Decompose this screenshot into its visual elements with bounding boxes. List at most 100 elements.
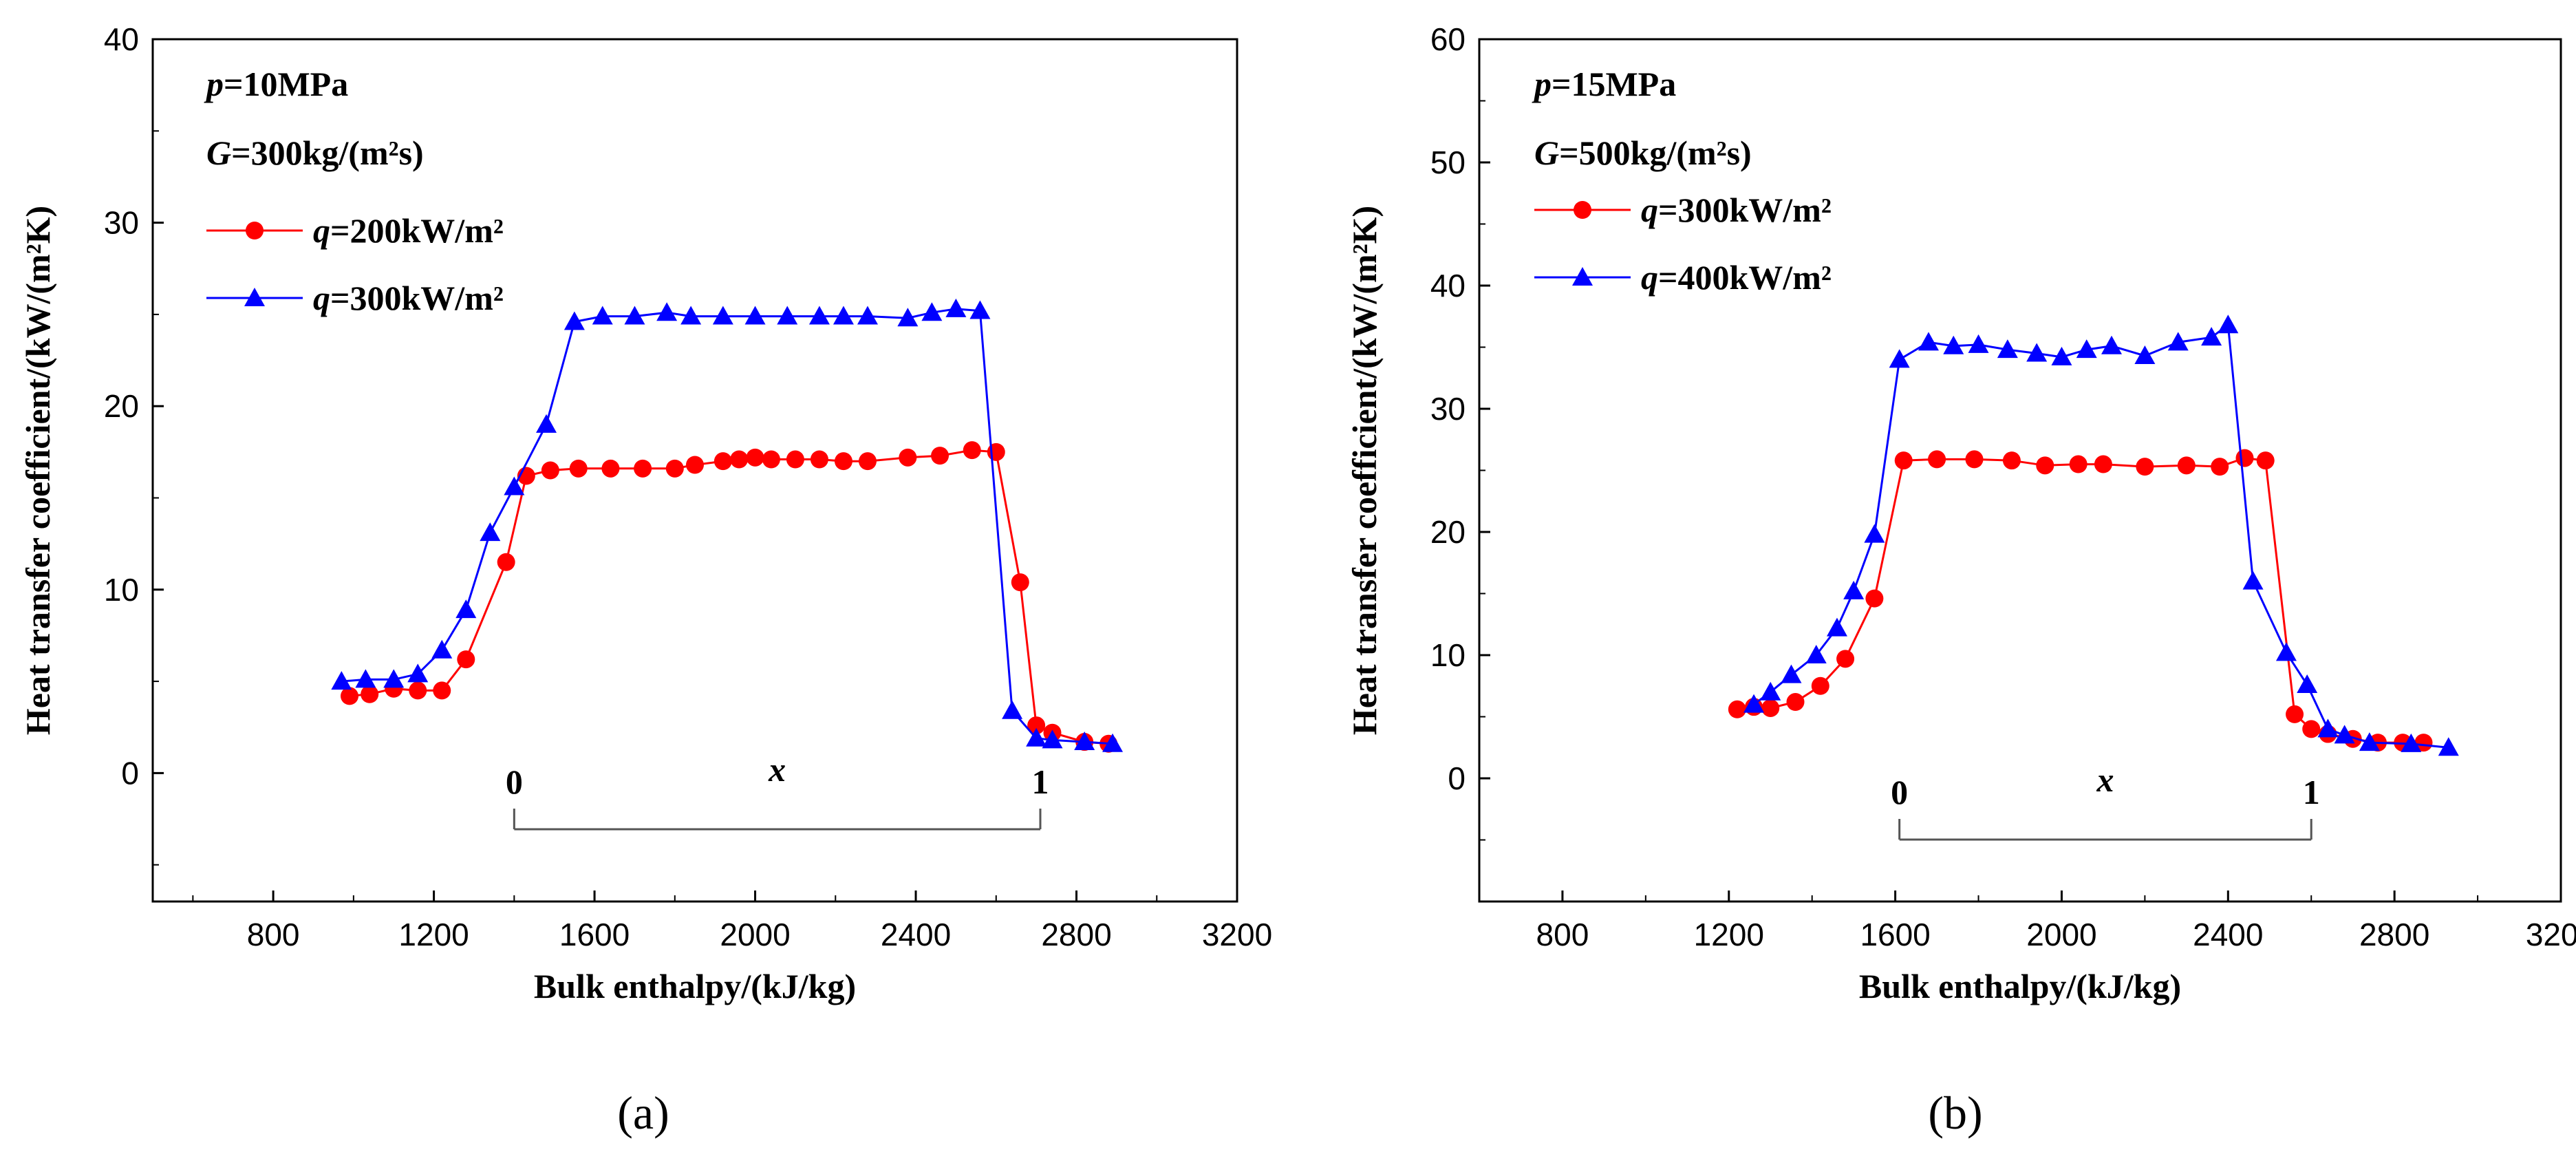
x-tick-label: 2800 xyxy=(2359,917,2429,952)
legend-marker-circle xyxy=(246,222,264,239)
x-tick-label: 1600 xyxy=(1860,917,1930,952)
data-point-triangle xyxy=(2334,725,2355,744)
x-tick-label: 2400 xyxy=(881,917,951,952)
y-tick-label: 10 xyxy=(1430,637,1466,673)
y-tick-label: 20 xyxy=(1430,514,1466,550)
x-tick-label: 3200 xyxy=(1202,917,1272,952)
data-point-circle xyxy=(2136,458,2154,476)
x-tick-label: 2000 xyxy=(720,917,790,952)
data-point-circle xyxy=(361,685,379,703)
x-tick-label: 800 xyxy=(247,917,300,952)
data-point-triangle xyxy=(455,599,477,619)
x-tick-label: 2000 xyxy=(2026,917,2096,952)
data-point-circle xyxy=(1761,698,1780,717)
data-point-circle xyxy=(746,448,764,467)
x-axis-label-a: Bulk enthalpy/(kJ/kg) xyxy=(534,967,856,1005)
data-point-triangle xyxy=(2275,642,2297,661)
x-tick-label: 3200 xyxy=(2526,917,2576,952)
y-tick-label: 30 xyxy=(1430,391,1466,427)
data-point-triangle xyxy=(1843,580,1865,599)
data-point-triangle xyxy=(2317,718,2339,738)
data-point-circle xyxy=(1894,451,1913,470)
data-point-circle xyxy=(1836,650,1855,668)
data-point-circle xyxy=(834,452,852,471)
data-point-circle xyxy=(810,450,828,469)
data-point-circle xyxy=(931,447,949,465)
x-tick-label: 2800 xyxy=(1041,917,1111,952)
data-point-circle xyxy=(1865,589,1884,608)
y-tick-label: 40 xyxy=(1430,268,1466,303)
legend-label-0: q=200kW/m² xyxy=(313,211,504,250)
y-tick-label: 50 xyxy=(1430,145,1466,180)
data-point-circle xyxy=(2211,458,2229,476)
data-point-triangle xyxy=(712,306,733,325)
x-tick-label: 2400 xyxy=(2193,917,2263,952)
data-point-triangle xyxy=(1805,645,1827,663)
data-point-triangle xyxy=(969,300,991,319)
data-point-triangle xyxy=(1918,332,1939,351)
y-tick-label: 0 xyxy=(121,755,139,791)
quality-label-one: 1 xyxy=(1031,762,1049,801)
legend-marker-triangle xyxy=(1572,267,1593,286)
data-point-circle xyxy=(1728,700,1746,718)
data-point-circle xyxy=(1027,716,1046,735)
data-point-triangle xyxy=(1826,617,1847,637)
data-point-triangle xyxy=(1026,727,1047,747)
data-point-triangle xyxy=(857,306,878,325)
data-point-circle xyxy=(433,681,451,700)
condition-mass-flux: G=500kg/(m²s) xyxy=(1534,134,1752,172)
y-axis-label-a: Heat transfer coefficient/(kW/(m²K) xyxy=(19,206,57,735)
data-point-triangle xyxy=(624,306,645,325)
data-point-triangle xyxy=(592,306,613,325)
data-point-triangle xyxy=(1968,334,1989,353)
x-tick-label: 1200 xyxy=(398,917,469,952)
data-point-triangle xyxy=(2201,327,2222,346)
quality-label-one: 1 xyxy=(2303,773,2320,811)
panel-caption-a: (a) xyxy=(617,1087,669,1139)
data-point-triangle xyxy=(1102,733,1124,752)
quality-label-zero: 0 xyxy=(1891,773,1908,811)
data-point-circle xyxy=(1965,450,1984,469)
y-tick-label: 10 xyxy=(104,572,139,608)
data-point-triangle xyxy=(897,308,919,327)
data-point-circle xyxy=(341,687,359,705)
legend-marker-triangle xyxy=(244,288,265,306)
data-point-triangle xyxy=(431,639,453,659)
panel-caption-b: (b) xyxy=(1928,1087,1982,1139)
legend-label-0: q=300kW/m² xyxy=(1641,191,1832,229)
data-point-triangle xyxy=(1074,732,1095,751)
data-point-circle xyxy=(2036,456,2054,475)
data-point-circle xyxy=(1811,676,1829,695)
data-point-circle xyxy=(1786,693,1805,712)
data-point-triangle xyxy=(1997,339,2018,359)
data-point-circle xyxy=(569,459,588,478)
data-point-triangle xyxy=(2401,733,2422,752)
series-line-1 xyxy=(1753,323,2449,749)
data-point-circle xyxy=(2302,720,2321,738)
condition-pressure: p=10MPa xyxy=(204,65,348,103)
quality-label-zero: 0 xyxy=(506,762,523,801)
data-point-circle xyxy=(665,459,684,478)
data-point-circle xyxy=(2414,734,2433,752)
data-point-triangle xyxy=(355,669,376,688)
quality-label-x: x xyxy=(2096,760,2114,799)
data-point-circle xyxy=(601,459,620,478)
data-point-circle xyxy=(1928,450,1946,469)
data-point-circle xyxy=(858,452,877,471)
data-point-triangle xyxy=(1002,700,1023,719)
data-point-circle xyxy=(786,450,804,469)
data-point-triangle xyxy=(564,311,585,330)
legend-marker-circle xyxy=(1574,201,1591,219)
data-point-circle xyxy=(634,459,652,478)
data-point-triangle xyxy=(2242,570,2264,590)
data-point-triangle xyxy=(1760,681,1781,701)
data-point-circle xyxy=(2002,451,2021,470)
quality-label-x: x xyxy=(768,750,786,789)
data-point-triangle xyxy=(833,306,854,325)
data-point-circle xyxy=(2069,455,2087,473)
y-tick-label: 20 xyxy=(104,388,139,424)
data-point-triangle xyxy=(1743,694,1765,713)
y-axis-label-b: Heat transfer coefficient/(kW/(m²K) xyxy=(1345,206,1384,735)
x-tick-label: 1200 xyxy=(1694,917,1764,952)
